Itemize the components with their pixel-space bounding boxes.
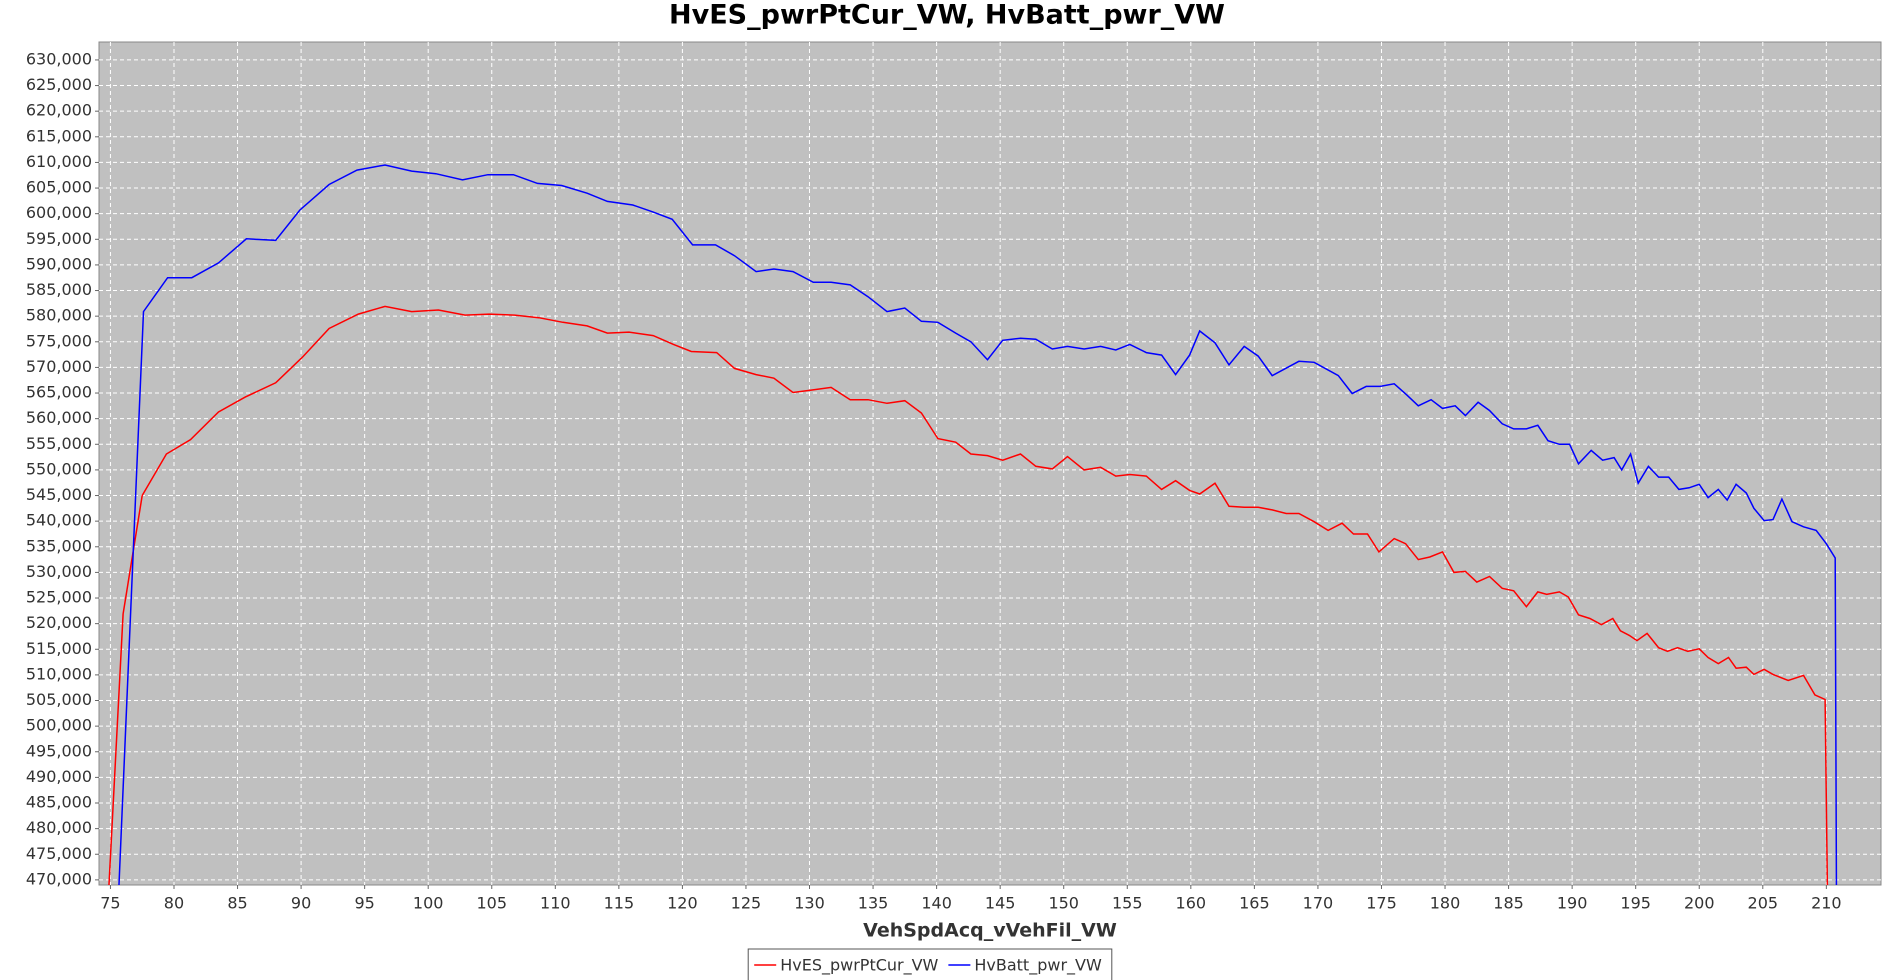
y-tick-label: 600,000 [26,203,92,222]
y-tick-label: 605,000 [26,178,92,197]
y-tick-label: 480,000 [26,818,92,837]
y-tick-label: 590,000 [26,254,92,273]
y-tick-label: 505,000 [26,690,92,709]
x-tick-label: 115 [604,894,635,913]
x-tick-label: 75 [100,894,120,913]
x-tick-label: 170 [1303,894,1334,913]
x-tick-label: 145 [985,894,1016,913]
x-tick-label: 135 [858,894,889,913]
y-tick-label: 485,000 [26,793,92,812]
x-tick-label: 95 [354,894,374,913]
x-tick-label: 100 [413,894,444,913]
y-tick-label: 495,000 [26,741,92,760]
x-tick-label: 175 [1366,894,1397,913]
y-tick-label: 570,000 [26,357,92,376]
x-tick-label: 195 [1620,894,1651,913]
y-tick-label: 550,000 [26,459,92,478]
y-tick-label: 615,000 [26,126,92,145]
x-axis-title: VehSpdAcq_vVehFil_VW [863,920,1117,942]
y-tick-label: 530,000 [26,562,92,581]
y-tick-label: 625,000 [26,75,92,94]
x-tick-label: 185 [1493,894,1524,913]
x-tick-label: 165 [1239,894,1270,913]
y-tick-label: 520,000 [26,613,92,632]
x-tick-label: 150 [1048,894,1079,913]
x-tick-label: 110 [540,894,571,913]
x-tick-label: 205 [1748,894,1779,913]
x-tick-label: 80 [164,894,184,913]
y-tick-label: 500,000 [26,716,92,735]
y-tick-label: 585,000 [26,280,92,299]
legend-box [747,948,1113,980]
x-tick-label: 130 [794,894,825,913]
y-tick-label: 630,000 [26,49,92,68]
x-tick-label: 120 [667,894,698,913]
y-tick-label: 595,000 [26,229,92,248]
y-tick-label: 545,000 [26,485,92,504]
y-tick-label: 475,000 [26,844,92,863]
x-tick-label: 155 [1112,894,1143,913]
y-tick-label: 470,000 [26,869,92,888]
data-line [118,164,1838,885]
plot-area [98,41,1882,886]
legend-label: HvBatt_pwr_VW [974,956,1102,976]
y-tick-label: 555,000 [26,434,92,453]
x-tick-label: 160 [1176,894,1207,913]
x-tick-label: 140 [921,894,952,913]
x-tick-label: 125 [731,894,762,913]
x-tick-label: 85 [227,894,247,913]
y-tick-label: 525,000 [26,588,92,607]
x-tick-label: 180 [1430,894,1461,913]
y-tick-label: 540,000 [26,511,92,530]
x-tick-label: 190 [1557,894,1588,913]
chart-title: HvES_pwrPtCur_VW, HvBatt_pwr_VW [669,0,1225,31]
legend-label: HvES_pwrPtCur_VW [780,956,938,976]
y-tick-label: 560,000 [26,408,92,427]
y-tick-label: 620,000 [26,101,92,120]
y-tick-label: 490,000 [26,767,92,786]
x-tick-label: 200 [1684,894,1715,913]
y-tick-label: 610,000 [26,152,92,171]
y-tick-label: 510,000 [26,664,92,683]
x-tick-label: 210 [1811,894,1842,913]
y-tick-label: 580,000 [26,306,92,325]
y-tick-label: 575,000 [26,331,92,350]
y-tick-label: 515,000 [26,639,92,658]
legend: HvES_pwrPtCur_VW HvBatt_pwr_VW [747,948,1113,980]
x-tick-label: 105 [476,894,507,913]
y-tick-label: 565,000 [26,383,92,402]
data-line [108,305,1829,885]
y-tick-label: 535,000 [26,536,92,555]
x-tick-label: 90 [291,894,311,913]
